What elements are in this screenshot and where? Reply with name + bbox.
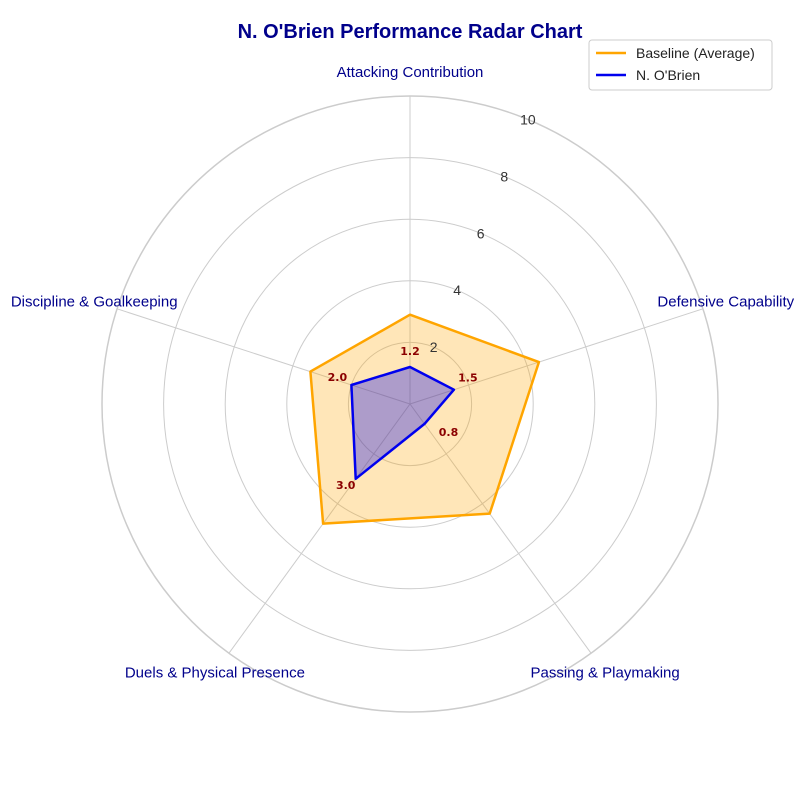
chart-title: N. O'Brien Performance Radar Chart (238, 21, 583, 43)
radar-series (309, 313, 541, 525)
data-label: 2.0 (328, 371, 348, 384)
radial-tick-label: 10 (520, 111, 536, 127)
category-label: Passing & Playmaking (530, 665, 679, 682)
legend: Baseline (Average) N. O'Brien (588, 39, 773, 91)
radial-tick-label: 4 (453, 282, 461, 298)
series-area (310, 314, 539, 524)
series-line (309, 313, 541, 525)
radial-tick-label: 6 (477, 225, 485, 241)
grid-spoke (409, 403, 592, 654)
category-label: Duels & Physical Presence (125, 665, 305, 682)
data-labels: 1.2 1.5 0.8 3.0 2.0 (328, 345, 478, 492)
grid-spoke (409, 308, 704, 405)
radar-grid (101, 95, 719, 713)
data-label: 3.0 (336, 479, 356, 492)
data-label: 1.5 (458, 372, 478, 385)
legend-box (588, 39, 773, 91)
grid-spoke (116, 308, 411, 405)
radial-tick-labels: 2 4 6 8 10 (430, 111, 536, 355)
category-labels: Attacking Contribution Defensive Capabili… (11, 64, 795, 682)
series-line (350, 365, 456, 481)
radial-tick-label: 2 (430, 339, 438, 355)
series-area (351, 367, 454, 479)
data-label: 0.8 (439, 426, 459, 439)
radial-tick-label: 8 (500, 168, 508, 184)
category-label: Defensive Capability (657, 293, 794, 310)
category-label: Attacking Contribution (337, 64, 484, 81)
category-label: Discipline & Goalkeeping (11, 293, 178, 310)
legend-label-player: N. O'Brien (636, 67, 700, 83)
grid-spoke (228, 403, 411, 654)
legend-label-baseline: Baseline (Average) (636, 45, 755, 61)
data-label: 1.2 (400, 345, 420, 358)
